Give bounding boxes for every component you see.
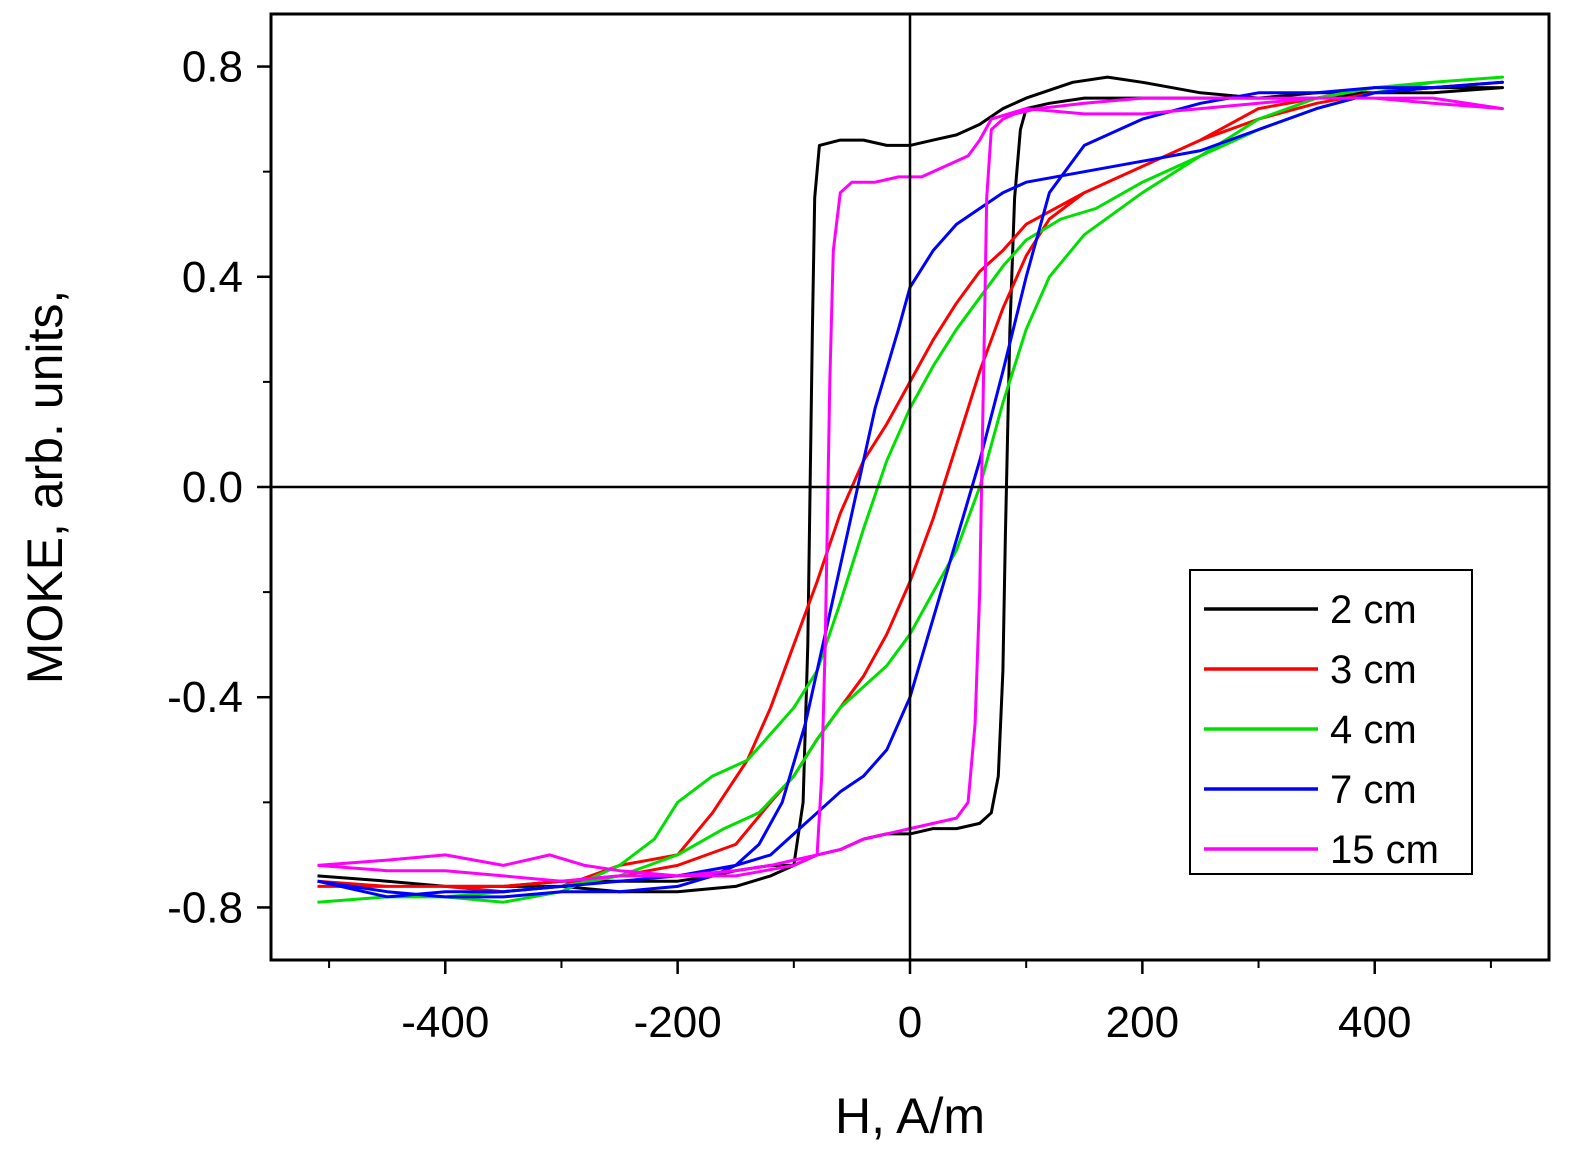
- y-axis-title: MOKE, arb. units,: [17, 290, 73, 685]
- series-layer: [317, 75, 1504, 904]
- series-line-4: [317, 80, 1504, 899]
- legend-box: [1189, 569, 1473, 875]
- y-tick-labels: -0.8 -0.4 0.0 0.4 0.8: [167, 43, 243, 933]
- legend-label: 3 cm: [1330, 648, 1417, 692]
- series-line-3: [317, 75, 1504, 904]
- legend-label: 15 cm: [1330, 828, 1439, 872]
- x-tick-labels: -400 -200 0 200 400: [401, 998, 1411, 1047]
- x-axis-title: H, A/m: [835, 1088, 985, 1144]
- x-tick-label: 0: [898, 998, 922, 1047]
- legend-items: 2 cm 3 cm 4 cm 7 cm 15 cm: [1204, 588, 1439, 872]
- series-line-5: [317, 96, 1504, 883]
- legend-label: 7 cm: [1330, 768, 1417, 812]
- y-tick-label: 0.0: [182, 463, 243, 512]
- y-tick-label: -0.8: [167, 883, 243, 932]
- legend-label: 2 cm: [1330, 588, 1417, 632]
- y-tick-label: 0.4: [182, 253, 243, 302]
- y-tick-label: -0.4: [167, 673, 243, 722]
- ticks-layer: [257, 65, 1492, 974]
- x-tick-label: -400: [401, 998, 489, 1047]
- legend-label: 4 cm: [1330, 708, 1417, 752]
- x-tick-label: 400: [1338, 998, 1411, 1047]
- y-tick-label: 0.8: [182, 43, 243, 92]
- x-tick-label: -200: [634, 998, 722, 1047]
- x-tick-label: 200: [1106, 998, 1179, 1047]
- legend: 2 cm 3 cm 4 cm 7 cm 15 cm: [1189, 569, 1473, 875]
